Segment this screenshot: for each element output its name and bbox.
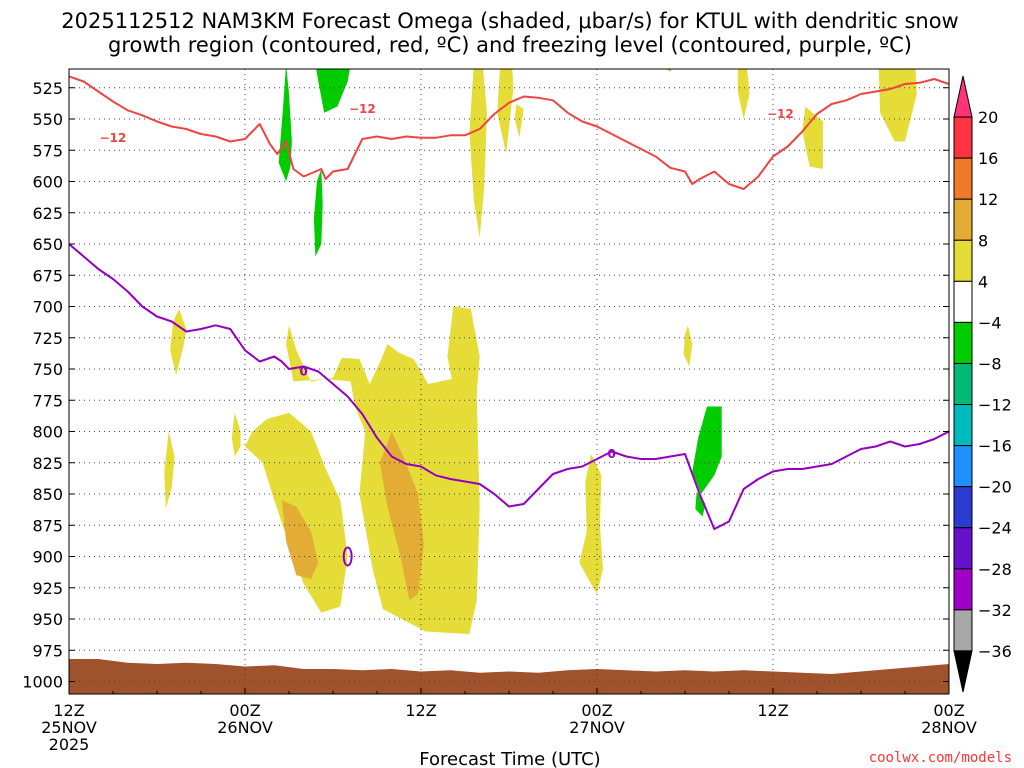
colorbar-label-2: 12 [978, 190, 998, 209]
x-tick-label-0-3: 2025 [49, 735, 90, 754]
colorbar-bin-11 [953, 527, 973, 570]
colorbar-bin-12 [953, 568, 973, 611]
colorbar-label-8: −16 [978, 437, 1012, 456]
x-tick-label-60-2: 28NOV [921, 718, 977, 737]
omega-region-20 [695, 491, 706, 517]
y-tick-label-525: 525 [32, 79, 63, 98]
colorbar-label-5: −4 [978, 313, 1002, 332]
y-tick-label-675: 675 [32, 266, 63, 285]
colorbar-bin-10 [953, 486, 973, 529]
contour-label-0-0: −12 [100, 131, 127, 145]
omega-region-19 [692, 406, 722, 494]
y-tick-label-875: 875 [32, 516, 63, 535]
y-tick-label-700: 700 [32, 298, 63, 317]
x-tick-label-48-1: 12Z [757, 701, 788, 720]
y-tick-label-550: 550 [32, 110, 63, 129]
x-tick-label-0-2: 25NOV [41, 718, 97, 737]
y-tick-label-725: 725 [32, 329, 63, 348]
y-tick-label-750: 750 [32, 360, 63, 379]
y-tick-label-775: 775 [32, 391, 63, 410]
colorbar-label-10: −24 [978, 519, 1012, 538]
contour-label-0-1: −12 [349, 102, 376, 116]
terrain-layer [69, 659, 949, 694]
colorbar-label-6: −8 [978, 354, 1002, 373]
contour-line-0 [69, 75, 949, 190]
omega-region-2 [164, 431, 175, 509]
colorbar-label-1: 16 [978, 149, 998, 168]
y-tick-label-950: 950 [32, 610, 63, 629]
colorbar-bin-1 [953, 116, 973, 159]
omega-region-1 [231, 412, 241, 457]
freezing-level-loop [342, 546, 353, 567]
colorbar-label-11: −28 [978, 560, 1012, 579]
credit-text: coolwx.com/models [869, 750, 1012, 766]
omega-region-0 [170, 309, 187, 376]
y-tick-label-825: 825 [32, 454, 63, 473]
x-tick-label-0-1: 12Z [53, 701, 84, 720]
contour-lines [69, 75, 949, 567]
colorbar-bin-4 [953, 239, 973, 282]
omega-region-17 [316, 69, 350, 113]
colorbar-label-4: 4 [978, 272, 988, 291]
colorbar-bin-7 [953, 362, 973, 406]
omega-region-12 [737, 69, 750, 119]
y-axis: 525 550 575 600 625 650 675 700 725 750 775 800 825 8… [22, 79, 949, 692]
omega-region-9 [469, 69, 487, 238]
contour-label-1-1: 0 [607, 447, 615, 461]
colorbar-bin-3 [953, 198, 973, 241]
y-tick-label-850: 850 [32, 485, 63, 504]
colorbar-label-0: 20 [978, 108, 998, 127]
contour-line-1 [69, 243, 949, 530]
omega-region-5 [281, 500, 319, 579]
chart-title-line-1: 2025112512 NAM3KM Forecast Omega (shaded… [61, 9, 958, 33]
colorbar-bin-0 [953, 75, 973, 118]
omega-region-11 [514, 104, 524, 138]
omega-region-18 [313, 169, 323, 257]
y-tick-label-575: 575 [32, 141, 63, 160]
omega-region-6 [379, 431, 424, 601]
colorbar-bin-6 [953, 321, 973, 364]
y-tick-label-625: 625 [32, 204, 63, 223]
contour-label-1-0: 0 [299, 365, 307, 379]
omega-region-15 [665, 69, 672, 72]
x-axis-label: Forecast Time (UTC) [419, 749, 600, 768]
plot-area [69, 69, 949, 694]
colorbar-bin-5 [953, 280, 973, 323]
x-tick-label-12-2: 26NOV [217, 718, 273, 737]
y-tick-label-600: 600 [32, 173, 63, 192]
omega-region-10 [497, 69, 514, 154]
colorbar: 20 16 12 8 4 −4 −8 −12 −16 −20 −24 −28 −32 −36 [953, 75, 1012, 693]
colorbar-label-9: −20 [978, 478, 1012, 497]
y-tick-label-975: 975 [32, 641, 63, 660]
y-tick-label-800: 800 [32, 423, 63, 442]
colorbar-bin-2 [953, 157, 973, 200]
y-tick-label-650: 650 [32, 235, 63, 254]
colorbar-bin-9 [953, 445, 973, 488]
y-tick-label-900: 900 [32, 548, 63, 567]
contour-labels: −12 −12 −12 0 0 [100, 102, 794, 461]
omega-region-13 [802, 106, 823, 169]
colorbar-label-7: −12 [978, 396, 1012, 415]
colorbar-label-3: 8 [978, 231, 988, 250]
x-tick-label-24-1: 12Z [405, 701, 436, 720]
colorbar-bin-8 [953, 404, 973, 447]
x-tick-label-36-1: 00Z [581, 701, 612, 720]
chart-title-line-2: growth region (contoured, red, ºC) and f… [108, 33, 912, 57]
y-tick-label-1000: 1000 [22, 673, 63, 692]
colorbar-label-12: −32 [978, 601, 1012, 620]
omega-region-8 [683, 325, 693, 367]
x-tick-label-60-1: 00Z [933, 701, 964, 720]
surface-terrain [69, 659, 949, 694]
colorbar-bin-13 [953, 609, 973, 652]
gridlines [69, 69, 949, 694]
y-tick-label-925: 925 [32, 579, 63, 598]
x-tick-label-36-2: 27NOV [569, 718, 625, 737]
omega-region-14 [878, 69, 917, 142]
colorbar-bin-14 [953, 650, 973, 693]
contour-label-0-2: −12 [767, 107, 794, 121]
x-tick-label-12-1: 00Z [229, 701, 260, 720]
colorbar-label-13: −36 [978, 642, 1012, 661]
